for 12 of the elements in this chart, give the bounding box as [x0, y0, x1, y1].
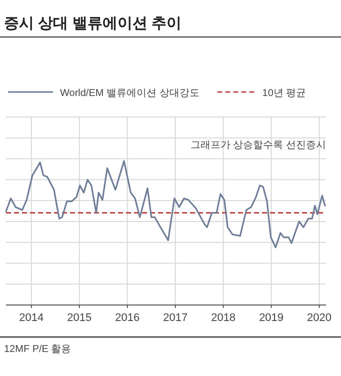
x-tick-label: 2018	[211, 312, 236, 324]
legend-label: 10년 평균	[262, 88, 306, 99]
x-tick-label: 2019	[259, 312, 284, 324]
legend-label: World/EM 밸류에이션 상대강도	[60, 88, 200, 99]
x-tick-label: 2016	[115, 312, 140, 324]
x-tick-label: 2017	[163, 312, 188, 324]
x-tick-label: 2020	[307, 312, 332, 324]
x-tick-label: 2014	[19, 312, 44, 324]
text: 12MF P/E 활용	[4, 344, 72, 355]
x-tick-label: 2015	[67, 312, 92, 324]
chart-title: 증시 상대 밸류에이션 추이	[4, 15, 182, 32]
text: 그래프가 상승할수록 선진증시	[190, 140, 326, 151]
